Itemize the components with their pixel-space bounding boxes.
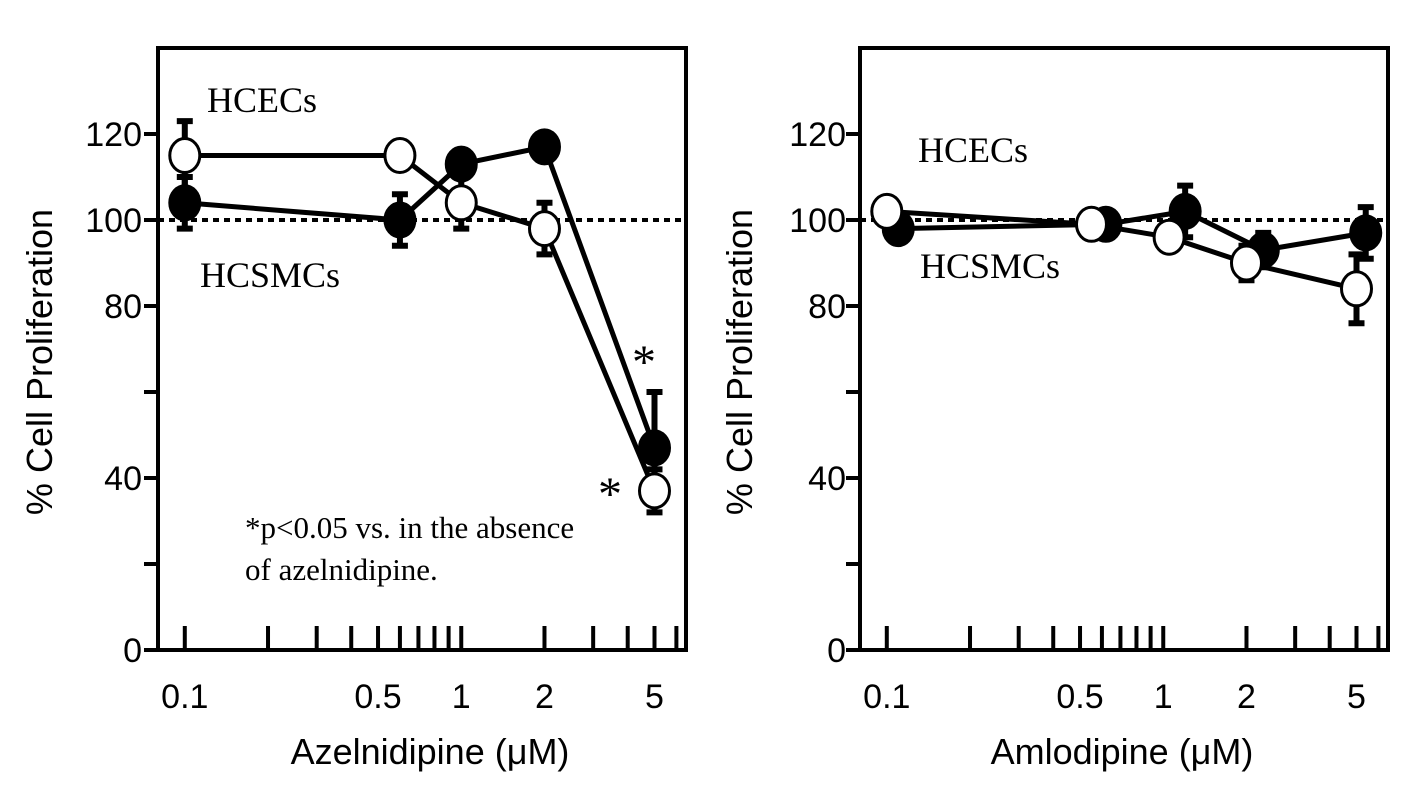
- significance-note-line1: *p<0.05 vs. in the absence: [245, 510, 574, 545]
- y-tick-label: 40: [808, 460, 846, 498]
- y-tick-label: 80: [104, 288, 142, 326]
- x-tick-label: 1: [1154, 678, 1173, 716]
- data-point-hcecs: [444, 184, 478, 222]
- x-tick-label: 0.5: [1056, 678, 1103, 716]
- data-point-hcsmcs: [444, 145, 478, 183]
- series-label-hcsmcs: HCSMCs: [920, 246, 1060, 286]
- series-line-hcsmcs: [184, 144, 657, 449]
- data-point-hcsmcs: [637, 429, 671, 467]
- panel-azelnidipine: 0 40 80 100 120 0.1 0.5 1 2 5 HCECs HCSMCs * * *…: [19, 46, 688, 772]
- x-tick-label: 2: [535, 678, 554, 716]
- data-point-hcecs: [1229, 244, 1263, 282]
- data-point-hcecs: [383, 137, 417, 174]
- data-point-hcsmcs: [383, 201, 417, 239]
- data-point-hcecs: [870, 192, 904, 230]
- x-tick-label: 0.1: [863, 678, 910, 716]
- data-point-hcsmcs: [168, 184, 202, 222]
- x-tick-label: 0.5: [354, 678, 401, 716]
- significance-star-lower: *: [598, 468, 622, 521]
- x-axis-title: Amlodipine (μM): [991, 731, 1254, 772]
- data-point-hcsmcs: [1168, 192, 1202, 230]
- x-tick-label: 0.1: [161, 678, 208, 716]
- y-tick-label: 100: [85, 202, 142, 240]
- data-point-hcecs: [1074, 205, 1108, 243]
- y-tick-label: 0: [123, 632, 142, 670]
- y-tick-label: 120: [789, 116, 846, 154]
- x-tick-label: 5: [645, 678, 664, 716]
- x-axis-title: Azelnidipine (μM): [291, 731, 570, 772]
- plot-frame: [858, 46, 1390, 652]
- series-label-hcecs: HCECs: [207, 80, 317, 120]
- y-axis-title: % Cell Proliferation: [19, 209, 60, 515]
- series-label-hcsmcs: HCSMCs: [200, 255, 340, 295]
- y-tick-label: 40: [104, 460, 142, 498]
- panel-amlodipine: 0 40 80 100 120 0.1 0.5 1 2 5 HCECs HCSMCs Amlod…: [719, 46, 1390, 772]
- data-point-hcecs: [637, 472, 671, 510]
- y-tick-label: 0: [827, 632, 846, 670]
- significance-note-line2: of azelnidipine.: [245, 552, 438, 587]
- data-point-hcecs: [527, 210, 561, 248]
- data-point-hcecs: [1339, 270, 1373, 308]
- series-label-hcecs: HCECs: [918, 130, 1028, 170]
- data-point-hcecs: [1152, 218, 1186, 256]
- data-point-hcsmcs: [527, 128, 561, 166]
- x-tick-label: 2: [1237, 678, 1256, 716]
- series-line-hcecs: [184, 153, 657, 492]
- y-axis-title: % Cell Proliferation: [719, 209, 760, 515]
- y-tick-label: 120: [85, 116, 142, 154]
- significance-star-upper: *: [632, 336, 656, 389]
- x-tick-label: 1: [452, 678, 471, 716]
- y-tick-label: 100: [789, 202, 846, 240]
- data-point-hcecs: [168, 137, 202, 174]
- x-tick-label: 5: [1347, 678, 1366, 716]
- data-point-hcsmcs: [1349, 214, 1383, 252]
- plot-frame: [156, 46, 688, 652]
- y-tick-label: 80: [808, 288, 846, 326]
